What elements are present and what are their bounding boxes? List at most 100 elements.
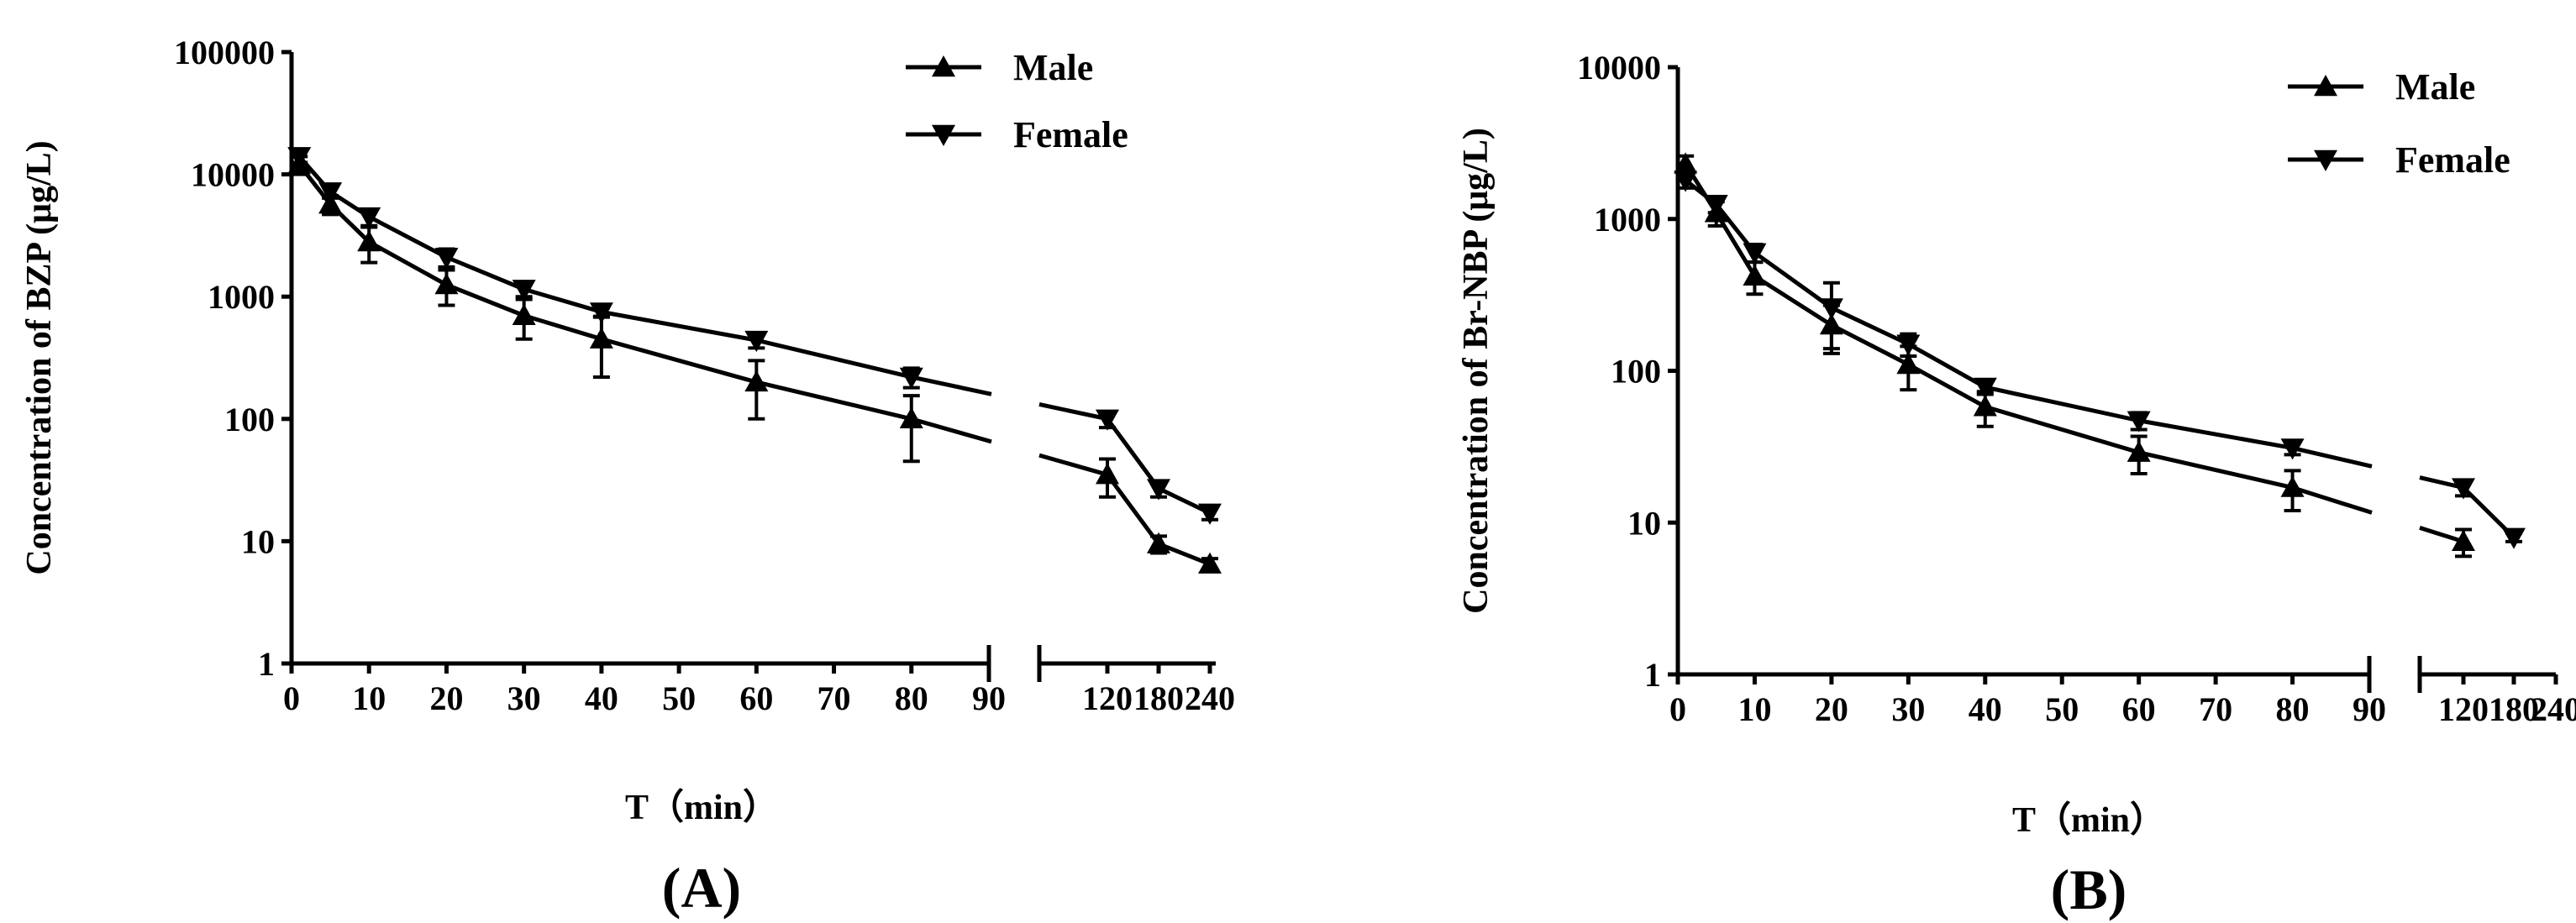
legend-label-female: Female bbox=[2395, 139, 2510, 181]
data-point-male bbox=[1973, 395, 1997, 417]
x-tick-label: 0 bbox=[283, 679, 300, 717]
x-tick-label: 0 bbox=[1669, 690, 1686, 728]
data-point-female bbox=[744, 330, 769, 353]
data-point-male bbox=[1896, 353, 1921, 375]
x-tick-label: 80 bbox=[2276, 690, 2310, 728]
x-axis-title: T（min） bbox=[2012, 800, 2165, 840]
y-tick-label: 1000 bbox=[1594, 201, 1661, 239]
x-tick-label: 180 bbox=[2489, 690, 2539, 728]
legend-marker-female bbox=[2314, 149, 2337, 171]
data-point-male bbox=[2280, 475, 2305, 497]
legend-label-female: Female bbox=[1013, 114, 1128, 155]
x-tick-label: 90 bbox=[972, 679, 1006, 717]
x-tick-label: 120 bbox=[2438, 690, 2489, 728]
data-point-female bbox=[1198, 503, 1222, 525]
data-point-female bbox=[1096, 409, 1119, 431]
data-point-male bbox=[1743, 264, 1767, 286]
legend-label-male: Male bbox=[2395, 66, 2475, 108]
data-point-male bbox=[899, 406, 923, 428]
series-line-female bbox=[297, 155, 912, 380]
data-point-male bbox=[2127, 440, 2151, 462]
data-point-female bbox=[1896, 334, 1921, 356]
data-point-female bbox=[2127, 411, 2151, 433]
data-point-male bbox=[1147, 532, 1170, 553]
data-point-male bbox=[1198, 552, 1222, 574]
data-point-female bbox=[434, 248, 459, 270]
series-line-male bbox=[2291, 485, 2373, 515]
x-tick-label: 20 bbox=[1815, 690, 1848, 728]
series-line-male bbox=[2419, 526, 2464, 544]
x-tick-label: 40 bbox=[1969, 690, 2002, 728]
y-tick-label: 1000 bbox=[208, 278, 275, 316]
data-point-female bbox=[1674, 170, 1698, 192]
legend-marker-female bbox=[932, 124, 955, 146]
x-axis-title: T（min） bbox=[625, 788, 778, 827]
data-point-female bbox=[899, 367, 923, 389]
panel-label: (B) bbox=[2051, 857, 2127, 921]
y-tick-label: 100 bbox=[1611, 353, 1661, 391]
legend-marker-male bbox=[2314, 75, 2337, 97]
series-male bbox=[1674, 152, 2475, 559]
data-point-female bbox=[1147, 479, 1170, 501]
data-point-male bbox=[744, 370, 769, 392]
data-point-female bbox=[1704, 195, 1728, 217]
chart-panel-b: 1 10 100 1000 10000 0 10 20 30 40 50 60 70 80 90 120 180… bbox=[1457, 49, 2576, 921]
x-tick-label: 20 bbox=[429, 679, 463, 717]
data-point-female bbox=[589, 302, 613, 324]
data-point-male bbox=[1674, 152, 1698, 174]
y-tick-label: 10000 bbox=[1577, 49, 1661, 87]
x-tick-label: 10 bbox=[1737, 690, 1771, 728]
data-point-male bbox=[1096, 463, 1119, 485]
x-tick-label: 60 bbox=[2122, 690, 2156, 728]
y-tick-label: 100 bbox=[224, 401, 275, 438]
data-point-male bbox=[434, 273, 459, 295]
data-point-male bbox=[512, 303, 536, 325]
data-point-male bbox=[357, 230, 381, 252]
data-point-female bbox=[2452, 478, 2475, 500]
y-tick-label: 10 bbox=[241, 522, 275, 560]
legend: Male Female bbox=[906, 47, 1128, 155]
x-tick-label: 10 bbox=[352, 679, 386, 717]
x-tick-label: 90 bbox=[2353, 690, 2386, 728]
data-point-female bbox=[2280, 438, 2305, 460]
x-tick-label: 30 bbox=[507, 679, 541, 717]
y-axis-title: Concentration of Br-NBP (μg/L) bbox=[1457, 128, 1496, 614]
x-tick-label: 70 bbox=[817, 679, 851, 717]
x-tick-label: 80 bbox=[895, 679, 928, 717]
series-line-male bbox=[1038, 453, 1211, 566]
x-tick-label: 240 bbox=[1185, 679, 1235, 717]
panel-label: (A) bbox=[662, 856, 741, 920]
series-male bbox=[287, 153, 1222, 574]
data-point-male bbox=[2452, 529, 2475, 552]
data-point-male bbox=[589, 327, 613, 349]
y-tick-label: 100000 bbox=[174, 34, 275, 71]
x-tick-label: 50 bbox=[662, 679, 696, 717]
x-tick-label: 240 bbox=[2531, 690, 2576, 728]
series-line-female bbox=[911, 375, 992, 396]
x-tick-label: 60 bbox=[739, 679, 773, 717]
series-line-female bbox=[2291, 446, 2373, 469]
y-tick-label: 10 bbox=[1627, 504, 1661, 542]
y-tick-label: 10000 bbox=[191, 156, 275, 194]
x-tick-label: 180 bbox=[1133, 679, 1184, 717]
series-line-male bbox=[297, 163, 912, 422]
data-point-female bbox=[287, 147, 312, 169]
legend-label-male: Male bbox=[1013, 47, 1093, 88]
series-female bbox=[287, 147, 1222, 525]
series-line-male bbox=[1684, 163, 2294, 490]
data-point-female bbox=[357, 207, 381, 229]
x-tick-label: 70 bbox=[2199, 690, 2232, 728]
data-point-female bbox=[1973, 377, 1997, 400]
series-line-female bbox=[1038, 402, 1212, 516]
series-line-male bbox=[911, 417, 992, 444]
data-point-female bbox=[1743, 243, 1767, 265]
legend: Male Female bbox=[2288, 66, 2510, 181]
y-tick-label: 1 bbox=[258, 645, 275, 683]
data-point-female bbox=[318, 182, 343, 204]
x-tick-label: 50 bbox=[2045, 690, 2079, 728]
x-tick-label: 40 bbox=[585, 679, 618, 717]
series-female bbox=[1674, 170, 2526, 549]
x-tick-label: 30 bbox=[1891, 690, 1925, 728]
data-point-female bbox=[1819, 298, 1843, 320]
